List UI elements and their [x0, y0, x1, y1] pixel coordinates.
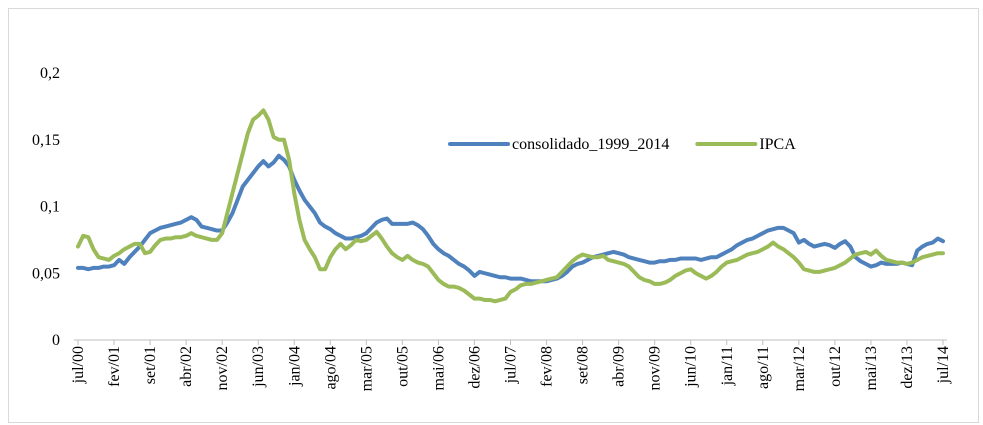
- x-tick-label: fev/08: [539, 346, 556, 387]
- x-tick-label: nov/09: [647, 346, 664, 390]
- line-series: [76, 108, 945, 304]
- y-tick-label: 0,2: [40, 65, 60, 82]
- chart-border: [8, 8, 979, 423]
- legend-label: consolidado_1999_2014: [512, 136, 669, 153]
- x-tick-label: out/05: [394, 346, 411, 387]
- y-tick-label: 0,15: [32, 132, 60, 149]
- x-tick-label: abr/02: [178, 346, 195, 387]
- x-tick-label: jul/07: [503, 346, 520, 384]
- x-tick-label: jun/03: [250, 346, 267, 388]
- x-tick-label: mai/06: [430, 346, 447, 390]
- x-tick-label: ago/11: [755, 346, 772, 389]
- x-tick-label: jul/14: [935, 346, 952, 384]
- x-tick-label: jun/10: [683, 346, 700, 388]
- y-tick-label: 0: [52, 332, 60, 349]
- x-tick-label: mar/05: [358, 346, 375, 391]
- x-tick-label: mai/13: [863, 346, 880, 390]
- x-tick-label: dez/13: [899, 346, 916, 389]
- y-tick-label: 0,05: [32, 265, 60, 282]
- x-tick-label: set/01: [142, 346, 159, 384]
- x-tick-label: jan/11: [719, 346, 736, 386]
- x-tick-label: dez/06: [466, 346, 483, 389]
- x-tick-label: ago/04: [322, 346, 339, 390]
- y-tick-label: 0,1: [40, 199, 60, 216]
- legend-label: IPCA: [759, 136, 796, 153]
- x-tick-label: abr/09: [611, 346, 628, 387]
- x-tick-label: fev/01: [106, 346, 123, 387]
- x-tick-label: set/08: [575, 346, 592, 384]
- x-tick-label: jul/00: [70, 346, 87, 384]
- x-tick-label: out/12: [827, 346, 844, 387]
- x-tick-label: jan/04: [286, 346, 303, 387]
- x-tick-label: nov/02: [214, 346, 231, 390]
- x-tick-label: mar/12: [791, 346, 808, 391]
